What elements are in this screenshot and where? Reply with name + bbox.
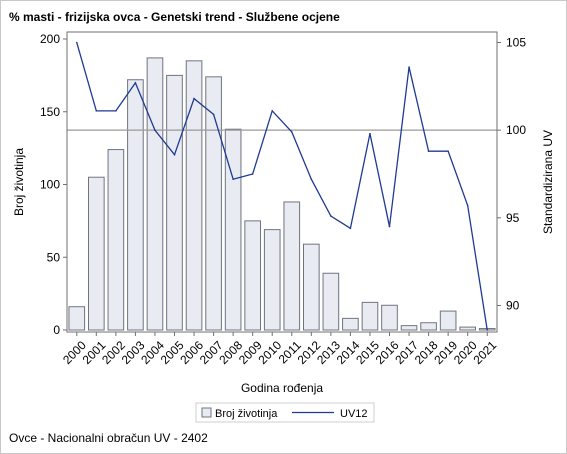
bar-2019	[439, 310, 457, 331]
line-point-2007	[212, 113, 215, 116]
line-point-2020	[466, 204, 469, 207]
line-point-2006	[193, 97, 195, 100]
bar-2000	[68, 306, 86, 331]
y2-tick-label-105: 105	[506, 36, 526, 50]
line-point-2016	[388, 225, 391, 228]
bar-2017	[400, 325, 418, 331]
y-tick-label-50: 50	[47, 250, 61, 264]
plot-area-border	[66, 31, 498, 333]
line-point-2003	[134, 82, 137, 84]
bar-2012	[303, 243, 320, 331]
line-point-2014	[349, 227, 352, 230]
legend: Broj životinja UV12	[195, 402, 375, 423]
bar-2003	[127, 79, 144, 331]
bar-2016	[381, 304, 398, 331]
footnote: Ovce - Nacionalni obračun UV - 2402	[9, 431, 208, 445]
legend-label-bar: Broj životinja	[215, 408, 278, 420]
legend-swatch-bar	[201, 407, 212, 418]
line-point-2002	[115, 110, 117, 112]
bar-2004	[146, 57, 164, 331]
line-point-2005	[173, 153, 176, 156]
bar-2010	[263, 229, 281, 331]
bar-2002	[107, 149, 125, 331]
line-series-group	[75, 41, 489, 331]
bar-2009	[244, 220, 262, 331]
y-tick-label-100: 100	[40, 178, 60, 192]
y-tick-label-150: 150	[40, 105, 60, 119]
line-point-2017	[408, 66, 410, 68]
line-point-2019	[447, 150, 449, 152]
line-point-2010	[271, 110, 274, 112]
bar-2007	[205, 76, 222, 331]
legend-box	[195, 402, 375, 423]
line-point-2009	[251, 173, 254, 175]
legend-label-line: UV12	[340, 408, 368, 420]
y-tick-label-200: 200	[40, 32, 60, 46]
y2-tick-label-100: 100	[506, 123, 526, 137]
bar-2006	[185, 60, 203, 331]
line-point-2012	[310, 178, 313, 181]
bar-2018	[420, 322, 437, 331]
bar-2013	[322, 272, 340, 331]
bar-2011	[283, 201, 301, 331]
y-tick-label-0: 0	[53, 323, 60, 337]
line-point-2015	[369, 132, 371, 135]
line-point-2004	[154, 129, 156, 131]
line-point-2011	[290, 131, 293, 133]
x-tick-label-2021: 2021	[471, 338, 500, 367]
line-point-2000	[75, 41, 78, 44]
line-uv12	[76, 42, 488, 331]
y2-tick-label-90: 90	[506, 298, 520, 312]
line-point-2021	[486, 329, 489, 331]
bar-series-group	[68, 57, 496, 331]
bar-2005	[166, 74, 183, 331]
y-axis-title: Broj životinja	[12, 148, 26, 216]
line-point-2018	[427, 150, 430, 152]
chart-title: % masti - frizijska ovca - Genetski tren…	[9, 10, 340, 24]
bar-2015	[361, 301, 379, 331]
line-point-2001	[95, 110, 98, 112]
x-axis-title: Godina rođenja	[241, 381, 323, 395]
bar-2020	[459, 326, 476, 331]
line-point-2013	[330, 215, 332, 217]
line-point-2008	[232, 178, 234, 181]
bar-2001	[88, 176, 105, 331]
y2-axis-title: Standardizirana UV	[541, 130, 555, 234]
bar-2014	[342, 317, 359, 331]
bar-2008	[224, 128, 242, 331]
y2-tick-label-95: 95	[506, 211, 520, 225]
